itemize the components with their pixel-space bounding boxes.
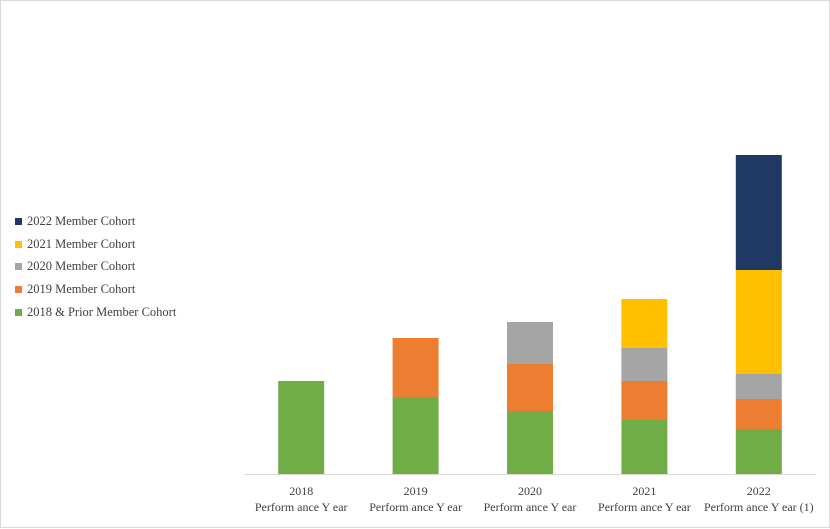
bar-2022-series-2 [735,374,782,399]
x-tick-subtitle: Perform ance Y ear [369,500,462,514]
legend-item: 2018 & Prior Member Cohort [15,301,176,324]
bar-2022-series-4 [735,155,782,270]
bar-2021-series-0 [621,420,668,474]
legend-item: 2020 Member Cohort [15,256,176,279]
legend-swatch [15,217,22,225]
bar-2022-series-3 [735,270,782,374]
bar-2019-series-0 [392,397,439,474]
x-tick-subtitle: Perform ance Y ear (1) [704,500,814,514]
legend-label: 2019 Member Cohort [27,282,136,297]
legend-item: 2021 Member Cohort [15,233,176,256]
legend-label: 2020 Member Cohort [27,259,136,274]
legend-label: 2022 Member Cohort [27,213,136,228]
x-tick-label: 2018 Perform ance Y ear [255,484,348,514]
x-tick-labels: 2018 Perform ance Y ear 2019 Perform ance Y… [255,484,814,514]
legend-swatch [15,240,22,248]
bar-2022-series-1 [735,399,782,429]
x-tick-subtitle: Perform ance Y ear [255,500,348,514]
bar-2019-series-1 [392,338,439,397]
x-tick-label: 2019 Perform ance Y ear [369,484,462,514]
bar-2020-series-0 [507,411,553,474]
x-tick-label: 2022 Perform ance Y ear (1) [704,484,814,514]
x-tick-subtitle: Perform ance Y ear [598,500,691,514]
legend-item: 2022 Member Cohort [15,210,176,233]
bar-2020-series-2 [507,322,553,364]
legend-swatch [15,309,22,317]
x-tick-subtitle: Perform ance Y ear [484,500,577,514]
x-tick-year: 2021 [632,484,656,498]
legend-label: 2021 Member Cohort [27,236,136,251]
legend-label: 2018 & Prior Member Cohort [27,305,177,320]
bar-2021-series-1 [621,381,668,420]
bar-2022-series-0 [735,429,782,474]
x-tick-year: 2020 [518,484,542,498]
x-tick-year: 2018 [289,484,313,498]
x-tick-label: 2021 Perform ance Y ear [598,484,691,514]
bar-2018-series-0 [278,381,325,474]
legend-swatch [15,286,22,294]
x-tick-label: 2020 Perform ance Y ear [484,484,577,514]
bars-group [278,155,782,474]
bar-2020-series-1 [507,364,553,411]
legend-swatch [15,263,22,271]
legend: 2022 Member Cohort 2021 Member Cohort 2020… [15,210,176,324]
x-tick-year: 2022 [747,484,771,498]
bar-2021-series-3 [621,299,668,348]
bar-2021-series-2 [621,348,668,381]
legend-item: 2019 Member Cohort [15,278,176,301]
x-tick-year: 2019 [404,484,428,498]
